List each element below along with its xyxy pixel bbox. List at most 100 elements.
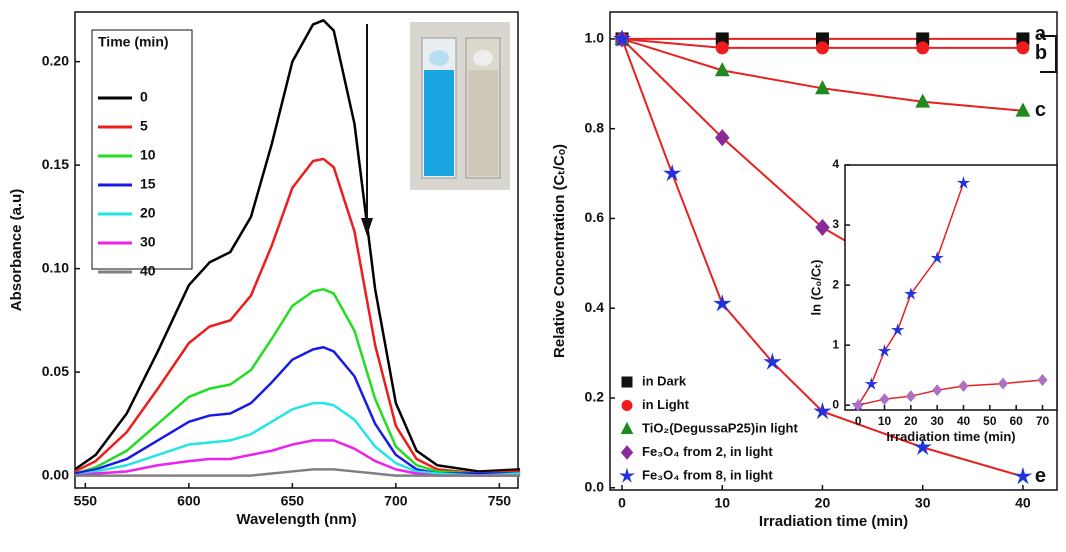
marker <box>1037 374 1048 386</box>
y-tick-label: 0.10 <box>42 259 69 275</box>
legend-label: TiO₂(DegussaP25)in light <box>642 420 798 435</box>
x-tick-label: 50 <box>983 414 997 428</box>
marker <box>1016 41 1030 55</box>
marker <box>715 41 729 55</box>
x-tick-label: 0 <box>618 495 626 511</box>
x-tick-label: 30 <box>930 414 944 428</box>
decrease-arrow <box>361 24 373 236</box>
y-tick-label: 1.0 <box>585 30 605 46</box>
legend-frame <box>91 29 193 270</box>
marker <box>1015 102 1031 117</box>
x-axis-label: Irradiation time (min) <box>886 429 1015 444</box>
legend-label: 0 <box>140 89 148 105</box>
y-tick-label: 0.4 <box>585 299 605 315</box>
spectrum-line <box>74 157 521 475</box>
spectrum-line <box>74 401 521 477</box>
x-tick-label: 600 <box>177 493 201 509</box>
marker <box>815 41 829 55</box>
marker <box>621 376 633 388</box>
legend-label: 15 <box>140 176 156 192</box>
marker <box>763 352 782 370</box>
y-tick-label: 3 <box>832 217 839 231</box>
marker <box>714 62 730 77</box>
x-tick-label: 0 <box>855 414 862 428</box>
x-axis-label: Irradiation time (min) <box>759 513 908 530</box>
spectrum-line <box>74 346 521 475</box>
legend-label: in Light <box>642 397 690 412</box>
marker <box>956 175 971 189</box>
y-tick-label: 2 <box>832 277 839 291</box>
y-tick-label: 0.2 <box>585 389 605 405</box>
x-tick-label: 550 <box>74 493 98 509</box>
y-tick-label: 0.8 <box>585 119 605 135</box>
x-axis-label: Wavelength (nm) <box>236 511 356 528</box>
curve-tag: a <box>1035 23 1047 45</box>
legend-label: 30 <box>140 234 156 250</box>
y-axis-label: Absorbance (a.u) <box>8 189 25 312</box>
marker <box>853 399 864 412</box>
marker <box>958 380 969 392</box>
x-tick-label: 20 <box>904 414 918 428</box>
marker <box>916 41 930 55</box>
y-tick-label: 0 <box>832 397 839 411</box>
x-tick-label: 70 <box>1036 414 1050 428</box>
legend-label: Fe₃O₄ from 2, in light <box>642 444 773 459</box>
marker <box>913 437 932 456</box>
spectrum-line <box>74 288 521 475</box>
y-tick-label: 0.0 <box>585 478 605 494</box>
axes: 0 10 20 30 40 50 60 70 0 1 2 3 4 Irradiation time (mi… <box>808 157 1058 444</box>
marker <box>997 377 1009 390</box>
marker <box>930 251 944 264</box>
legend-title: Time (min) <box>98 34 169 50</box>
cuvette-photo <box>410 22 510 190</box>
bracket-ab <box>1040 35 1057 73</box>
y-axis-label: ln (C₀/Cₜ) <box>808 260 823 316</box>
x-tick-label: 30 <box>915 495 931 511</box>
curve-tag: c <box>1035 99 1046 121</box>
y-tick-label: 0.00 <box>42 466 69 482</box>
x-tick-label: 750 <box>488 493 512 509</box>
marker <box>915 93 931 108</box>
x-tick-label: 700 <box>384 493 408 509</box>
marker <box>662 163 682 182</box>
marker <box>620 445 634 460</box>
y-tick-label: 1 <box>832 337 839 351</box>
x-tick-label: 10 <box>714 495 730 511</box>
marker <box>621 400 633 411</box>
curve-tag: e <box>1035 465 1046 487</box>
marker <box>890 323 905 336</box>
marker <box>932 384 943 397</box>
legend-label: 20 <box>140 205 156 221</box>
legend-label: 40 <box>140 263 156 279</box>
marker <box>619 467 635 483</box>
legend-label: in Dark <box>642 373 687 388</box>
marker <box>1013 466 1033 485</box>
marker <box>620 421 634 434</box>
x-tick-label: 20 <box>815 495 831 511</box>
plot-frame <box>844 164 1058 411</box>
legend-label: Fe₃O₄ from 8, in light <box>642 467 773 482</box>
y-tick-label: 0.6 <box>585 209 605 225</box>
marker <box>904 287 918 300</box>
legend-label: 5 <box>140 118 148 134</box>
marker <box>713 294 732 312</box>
marker <box>905 390 916 403</box>
marker <box>864 377 879 390</box>
y-tick-label: 0.15 <box>42 156 69 172</box>
x-tick-label: 60 <box>1010 414 1024 428</box>
x-tick-label: 650 <box>281 493 305 509</box>
y-tick-label: 0.05 <box>42 363 69 379</box>
y-tick-label: 0.20 <box>42 52 69 68</box>
marker <box>815 80 830 95</box>
legend-label: 10 <box>140 147 156 163</box>
curve-tag: b <box>1035 42 1047 64</box>
x-tick-label: 10 <box>878 414 892 428</box>
spectrum-line <box>74 19 521 473</box>
spectrum-line <box>75 468 521 477</box>
y-tick-label: 4 <box>832 157 839 171</box>
marker <box>877 344 892 357</box>
y-axis-label: Relative Concentration (Cₜ/Cₒ) <box>551 144 568 358</box>
marker <box>714 129 730 147</box>
marker <box>815 218 830 237</box>
